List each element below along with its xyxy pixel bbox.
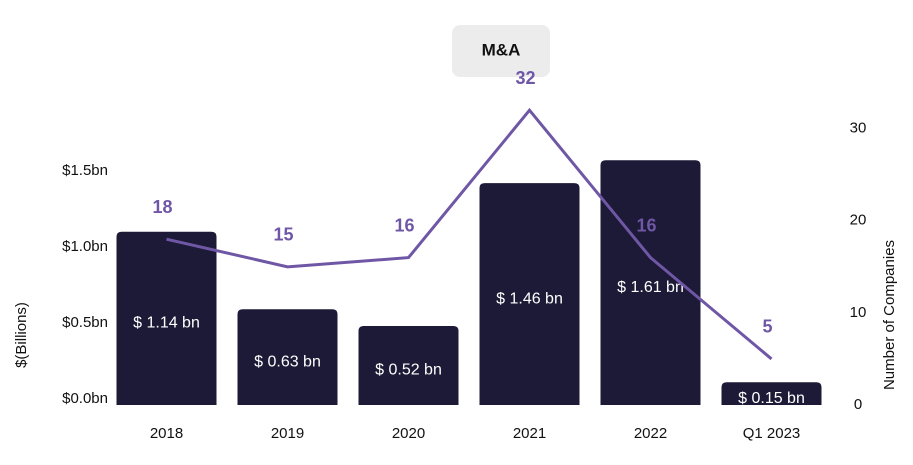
y2-tick-label: 30 — [850, 120, 867, 137]
bar-value-label: $ 1.61 bn — [617, 279, 684, 296]
chart-title: M&A — [482, 40, 521, 59]
line-value-label: 16 — [636, 215, 656, 235]
y-axis-label: $(Billions) — [13, 302, 30, 368]
bar — [358, 325, 459, 405]
bar-value-label: $ 1.14 bn — [133, 315, 200, 332]
x-tick-label: Q1 2023 — [743, 425, 801, 442]
bar — [237, 309, 338, 405]
y2-tick-label: 0 — [854, 396, 862, 413]
bar-value-label: $ 0.15 bn — [738, 390, 805, 407]
bar — [116, 231, 217, 405]
title-box — [452, 25, 550, 77]
y2-axis-label: Number of Companies — [881, 240, 898, 390]
line-value-label: 16 — [394, 215, 414, 235]
bar — [721, 382, 822, 405]
y-tick-label: $1.0bn — [62, 238, 108, 255]
bar-value-label: $ 1.46 bn — [496, 290, 563, 307]
x-tick-label: 2019 — [271, 425, 304, 442]
y2-tick-label: 20 — [850, 212, 867, 229]
bar — [479, 183, 580, 405]
x-tick-label: 2021 — [513, 425, 546, 442]
line-value-label: 15 — [273, 225, 293, 245]
y-tick-label: $0.0bn — [62, 390, 108, 407]
bar — [600, 160, 701, 405]
x-tick-label: 2020 — [392, 425, 425, 442]
line — [166, 107, 773, 361]
y-tick-label: $0.5bn — [62, 314, 108, 331]
line-value-label: 18 — [152, 197, 172, 217]
x-tick-label: 2018 — [150, 425, 183, 442]
line-value-label: 5 — [762, 317, 772, 337]
x-tick-label: 2022 — [634, 425, 667, 442]
line-value-label: 32 — [515, 68, 535, 88]
bar-value-label: $ 0.52 bn — [375, 362, 442, 379]
y2-tick-label: 10 — [850, 304, 867, 321]
bar-value-label: $ 0.63 bn — [254, 353, 321, 370]
y-tick-label: $1.5bn — [62, 162, 108, 179]
